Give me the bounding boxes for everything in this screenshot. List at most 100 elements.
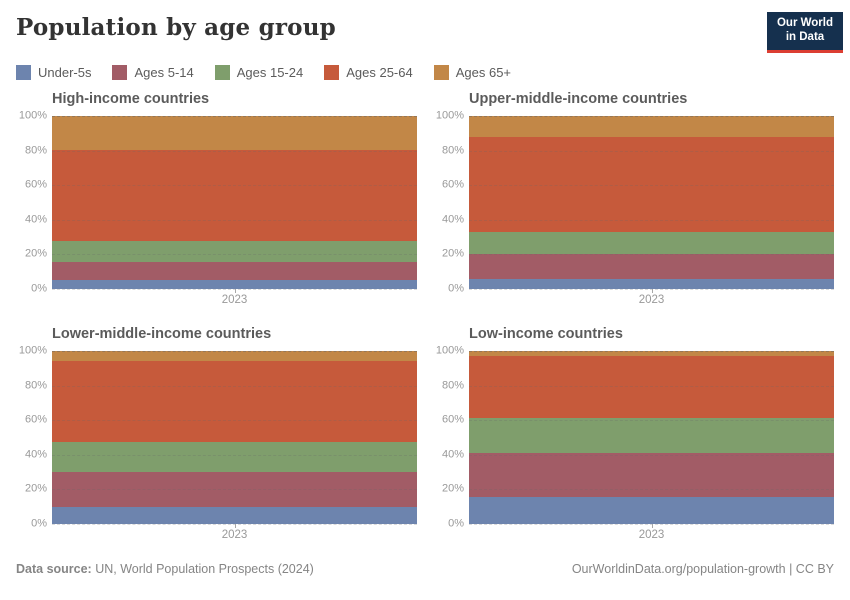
y-tick-label: 40% [24,448,47,461]
y-tick-label: 100% [435,109,464,122]
owid-logo[interactable]: Our World in Data [767,12,843,53]
owid-logo-line1: Our World [776,17,833,29]
plot-row: 0% 20% 40% 60% 80% 100% [16,109,417,294]
gridline [52,489,417,491]
area-band-ages-65 [52,351,417,362]
legend-label: Under-5s [38,64,92,80]
y-tick-label: 20% [24,247,47,260]
y-tick-label: 40% [441,213,464,226]
area-band-under-5s [469,497,834,524]
legend-item-under-5s[interactable]: Under-5s [16,64,92,80]
x-tick-label: 2023 [638,529,665,541]
legend-item-ages-5-14[interactable]: Ages 5-14 [112,64,194,80]
gridline [52,116,417,117]
area-band-ages-15-24 [52,441,417,473]
area-band-under-5s [52,506,417,524]
gridline [52,454,417,456]
area-band-ages-5-14 [52,472,417,507]
x-axis: 2023 [469,289,834,311]
gridline [52,150,417,152]
area-band-ages-5-14 [52,262,417,281]
plot-area [52,351,417,525]
y-tick-label: 20% [441,482,464,495]
area-band-ages-65 [469,351,834,357]
legend-swatch-ages-15-24 [214,64,230,80]
legend: Under-5s Ages 5-14 Ages 15-24 Ages 25-64 Age… [16,63,834,81]
legend-swatch-under-5s [16,64,31,80]
gridline [469,385,834,387]
gridline [52,385,417,387]
y-axis: 0% 20% 40% 60% 80% 100% [433,344,469,529]
y-tick-label: 100% [18,109,47,122]
gridline [52,351,417,352]
y-axis: 0% 20% 40% 60% 80% 100% [433,109,469,294]
area-band-ages-25-64 [469,136,834,232]
gridline [52,185,417,187]
gridline [469,420,834,422]
y-tick-label: 60% [24,178,47,191]
x-tick-mark [234,289,236,293]
legend-item-ages-15-24[interactable]: Ages 15-24 [214,64,303,80]
y-tick-label: 20% [441,247,464,260]
x-axis: 2023 [52,289,417,311]
plot-row: 0% 20% 40% 60% 80% 100% [433,109,834,294]
y-tick-label: 0% [448,282,464,295]
area-band-ages-25-64 [52,149,417,242]
gridline [469,219,834,221]
stacked-areas [469,351,834,524]
header: Population by age group Our World in Dat… [16,12,843,54]
page-title: Population by age group [16,14,336,41]
plot-area [469,351,834,525]
area-band-under-5s [469,278,834,289]
chart-panel-high-income-countries: High-income countries 0% 20% 40% 60% 80% 100% 2… [16,91,417,311]
plot-area [52,116,417,290]
gridline [469,185,834,187]
x-tick-label: 2023 [221,294,248,306]
x-tick-mark [234,524,236,528]
y-tick-label: 0% [31,282,47,295]
data-source-label: Data source: [16,562,92,576]
y-tick-label: 0% [31,517,47,530]
plot-row: 0% 20% 40% 60% 80% 100% [433,344,834,529]
y-tick-label: 100% [435,344,464,357]
y-axis: 0% 20% 40% 60% 80% 100% [16,344,52,529]
area-band-ages-5-14 [469,254,834,279]
license-link[interactable]: OurWorldinData.org/population-growth | C… [571,562,834,576]
legend-swatch-ages-5-14 [112,64,128,80]
area-band-ages-15-24 [469,231,834,255]
legend-item-ages-65[interactable]: Ages 65+ [433,64,511,80]
chart-panel-upper-middle-income-countries: Upper-middle-income countries 0% 20% 40% 60%… [433,91,834,311]
y-tick-label: 60% [441,413,464,426]
charts-grid: High-income countries 0% 20% 40% 60% 80% 100% 2… [16,91,834,546]
area-band-ages-5-14 [469,453,834,498]
chart-panel-low-income-countries: Low-income countries 0% 20% 40% 60% 80% 100% 20… [433,326,834,546]
gridline [469,150,834,152]
footer: Data source: UN, World Population Prospe… [16,562,834,576]
legend-label: Ages 5-14 [134,64,194,80]
y-tick-label: 0% [448,517,464,530]
y-tick-label: 80% [441,143,464,156]
gridline [469,454,834,456]
data-source-text: UN, World Population Prospects (2024) [91,562,314,576]
x-tick-label: 2023 [221,529,248,541]
area-band-ages-25-64 [469,356,834,418]
x-tick-mark [651,524,653,528]
stacked-areas [469,116,834,289]
x-tick-mark [651,289,653,293]
area-band-ages-25-64 [52,361,417,442]
owid-logo-line2: in Data [785,31,825,44]
gridline [469,489,834,491]
y-tick-label: 60% [24,413,47,426]
panel-title: Upper-middle-income countries [469,91,688,107]
y-tick-label: 20% [24,482,47,495]
chart-panel-lower-middle-income-countries: Lower-middle-income countries 0% 20% 40% 60%… [16,326,417,546]
y-axis: 0% 20% 40% 60% 80% 100% [16,109,52,294]
y-tick-label: 60% [441,178,464,191]
x-tick-label: 2023 [638,294,665,306]
gridline [52,219,417,221]
panel-title: Low-income countries [469,326,623,342]
area-band-ages-15-24 [469,417,834,454]
plot-row: 0% 20% 40% 60% 80% 100% [16,344,417,529]
stacked-areas [52,116,417,289]
legend-item-ages-25-64[interactable]: Ages 25-64 [324,64,413,80]
